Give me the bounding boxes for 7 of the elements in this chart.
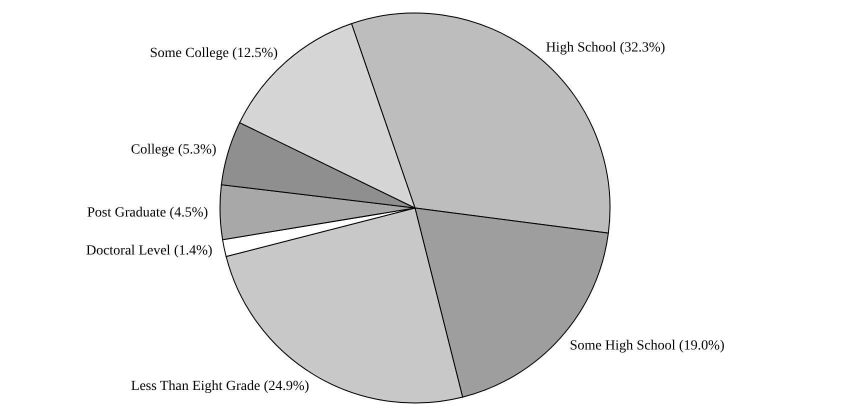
slice-label: College (5.3%) [130,142,217,158]
slice-label: Post Graduate (4.5%) [87,206,208,221]
slice-label: High School (32.3%) [546,40,666,56]
slice-label: Some High School (19.0%) [570,338,725,354]
slice-label: Some College (12.5%) [150,46,278,62]
slice-label: Doctoral Level (1.4%) [86,244,213,259]
slice-label: Less Than Eight Grade (24.9%) [131,378,310,394]
